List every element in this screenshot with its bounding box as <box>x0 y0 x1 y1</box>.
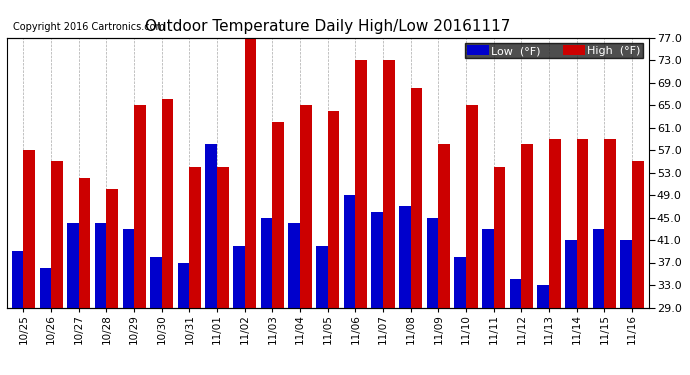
Bar <box>620 240 632 308</box>
Bar <box>134 105 146 308</box>
Bar <box>522 144 533 308</box>
Bar <box>67 223 79 308</box>
Bar <box>95 223 106 308</box>
Bar <box>494 167 505 308</box>
Bar <box>79 178 90 308</box>
Bar <box>150 257 161 307</box>
Bar <box>178 262 190 308</box>
Bar <box>106 189 118 308</box>
Bar <box>233 246 245 308</box>
Bar <box>261 217 273 308</box>
Bar <box>427 217 438 308</box>
Bar <box>549 139 561 308</box>
Bar <box>438 144 450 308</box>
Bar <box>344 195 355 308</box>
Legend: Low  (°F), High  (°F): Low (°F), High (°F) <box>464 43 643 58</box>
Bar <box>300 105 312 308</box>
Bar <box>577 139 589 308</box>
Bar <box>510 279 522 308</box>
Bar <box>273 122 284 308</box>
Bar <box>190 167 201 308</box>
Bar <box>51 161 63 308</box>
Bar <box>565 240 577 308</box>
Bar <box>466 105 477 308</box>
Bar <box>355 60 367 308</box>
Bar <box>482 229 494 308</box>
Bar <box>538 285 549 308</box>
Bar <box>371 212 383 308</box>
Bar <box>245 38 257 308</box>
Bar <box>316 246 328 308</box>
Text: Copyright 2016 Cartronics.com: Copyright 2016 Cartronics.com <box>13 22 166 32</box>
Bar <box>12 251 23 308</box>
Bar <box>411 88 422 308</box>
Bar <box>593 229 604 308</box>
Bar <box>383 60 395 308</box>
Bar <box>328 111 339 308</box>
Bar <box>217 167 228 308</box>
Bar <box>455 257 466 307</box>
Bar <box>123 229 134 308</box>
Title: Outdoor Temperature Daily High/Low 20161117: Outdoor Temperature Daily High/Low 20161… <box>145 18 511 33</box>
Bar <box>604 139 616 308</box>
Bar <box>161 99 173 308</box>
Bar <box>206 144 217 308</box>
Bar <box>23 150 35 308</box>
Bar <box>399 206 411 308</box>
Bar <box>39 268 51 308</box>
Bar <box>632 161 644 308</box>
Bar <box>288 223 300 308</box>
